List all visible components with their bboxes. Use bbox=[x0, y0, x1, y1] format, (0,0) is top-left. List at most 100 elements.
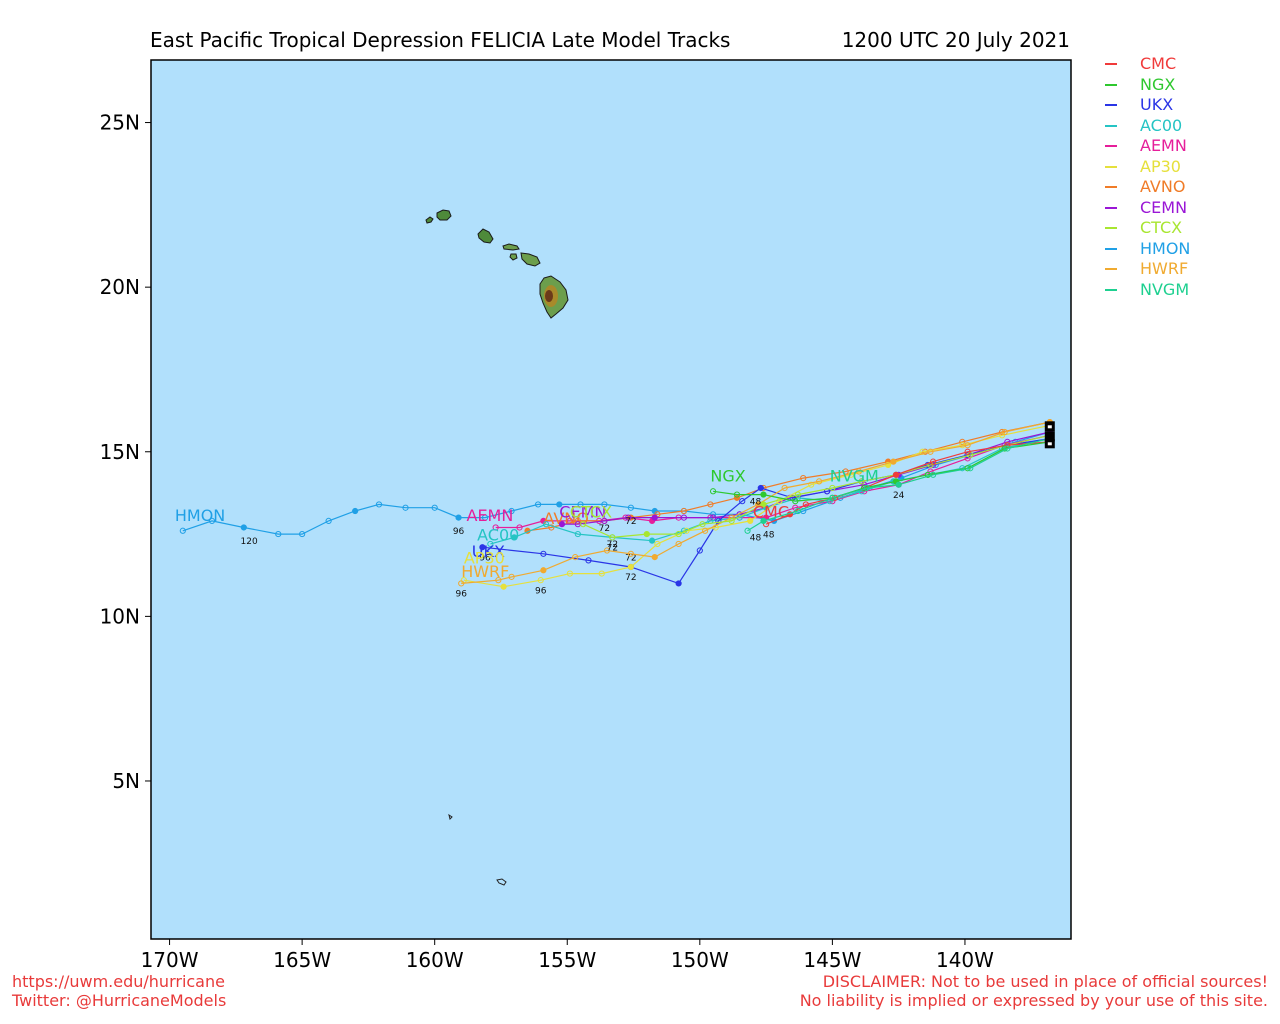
disclaimer-line-2: No liability is implied or expressed by … bbox=[799, 991, 1268, 1010]
track-point bbox=[858, 478, 865, 485]
forecast-hour-label: 72 bbox=[625, 573, 636, 583]
track-point bbox=[707, 501, 714, 508]
footer-twitter: Twitter: @HurricaneModels bbox=[12, 991, 227, 1010]
disclaimer-line-1: DISCLAIMER: Not to be used in place of o… bbox=[822, 972, 1268, 991]
track-point bbox=[566, 570, 574, 577]
track-point bbox=[603, 547, 611, 554]
track-line bbox=[765, 441, 1050, 525]
track-point bbox=[651, 554, 658, 561]
track-point bbox=[683, 527, 690, 534]
legend-swatch bbox=[1105, 63, 1117, 65]
ocean-area bbox=[151, 60, 1071, 939]
track-point bbox=[794, 491, 802, 498]
island-shape bbox=[425, 216, 434, 224]
legend-swatch bbox=[1105, 83, 1117, 86]
legend-swatch bbox=[1105, 206, 1117, 209]
track-point bbox=[842, 468, 849, 475]
track-point bbox=[680, 514, 688, 521]
x-tick-label: 140W bbox=[936, 948, 994, 972]
track-point bbox=[402, 504, 409, 511]
track-point bbox=[967, 465, 974, 472]
track-model-label: AEMN bbox=[467, 506, 514, 525]
footer-url[interactable]: https://uwm.edu/hurricane bbox=[12, 972, 225, 991]
island-shape bbox=[509, 253, 518, 261]
legend-label: UKX bbox=[1140, 95, 1174, 114]
track-line bbox=[747, 438, 1050, 532]
footer-disclaimer: DISCLAIMER: Not to be used in place of o… bbox=[800, 972, 1268, 1010]
forecast-hour-label: 72 bbox=[607, 544, 618, 554]
axis-ticks: 170W 165W 160W 155W 150W 145W 140W 5N 10N 15N 20N 2… bbox=[100, 111, 995, 972]
track-point bbox=[627, 563, 634, 571]
y-tick-label: 10N bbox=[100, 604, 140, 628]
legend-swatch bbox=[1105, 227, 1117, 229]
track-point bbox=[574, 517, 581, 524]
track-point bbox=[643, 530, 650, 538]
track-point bbox=[1001, 428, 1008, 436]
track-point bbox=[558, 521, 566, 528]
track-point bbox=[627, 550, 634, 557]
track-point bbox=[609, 534, 616, 541]
track-point bbox=[540, 567, 547, 574]
track-point bbox=[847, 471, 855, 478]
track-point bbox=[325, 517, 332, 524]
track-point bbox=[728, 517, 735, 524]
track-point bbox=[516, 524, 523, 531]
legend-label: AC00 bbox=[1140, 115, 1183, 135]
track-point bbox=[542, 521, 550, 528]
track-model-label: HWRF bbox=[461, 562, 509, 581]
track-avno[interactable]: AVNO bbox=[524, 419, 1053, 534]
hawaiian-islands bbox=[425, 209, 569, 886]
track-point bbox=[739, 498, 746, 505]
legend-swatch bbox=[1105, 247, 1117, 250]
track-model-label: CTCX bbox=[570, 503, 612, 522]
track-point bbox=[556, 501, 563, 508]
legend-label: NVGM bbox=[1140, 279, 1190, 299]
map-frame bbox=[150, 59, 1072, 940]
track-point bbox=[508, 573, 515, 580]
forecast-hour-label: 96 bbox=[479, 553, 491, 563]
forecast-hour-label: 48 bbox=[750, 497, 762, 507]
track-point bbox=[800, 475, 807, 482]
island-shape bbox=[477, 228, 494, 244]
track-point bbox=[675, 540, 682, 548]
legend-label: AEMN bbox=[1140, 136, 1187, 155]
track-point bbox=[240, 524, 247, 531]
track-point bbox=[792, 498, 799, 505]
track-model-label: UKX bbox=[472, 542, 505, 561]
track-point bbox=[760, 501, 767, 508]
legend-swatch bbox=[1105, 288, 1117, 291]
legend-label: CEMN bbox=[1140, 197, 1188, 217]
forecast-hour-label: 72 bbox=[599, 524, 610, 534]
legend-label: HMON bbox=[1140, 238, 1191, 258]
legend-swatch bbox=[1105, 104, 1117, 106]
track-point bbox=[572, 554, 579, 561]
track-line bbox=[463, 424, 1050, 588]
atoll-shape bbox=[496, 878, 507, 886]
track-nvgm[interactable]: 24 48 NVGM bbox=[744, 435, 1053, 544]
track-point bbox=[627, 504, 634, 511]
track-ngx[interactable]: 48 NGX bbox=[709, 438, 1053, 507]
track-point bbox=[760, 491, 767, 498]
track-point bbox=[930, 471, 937, 478]
legend-label: NGX bbox=[1140, 74, 1176, 94]
track-point bbox=[699, 521, 706, 528]
legend-swatch bbox=[1105, 186, 1117, 188]
track-point bbox=[601, 501, 608, 508]
track-point bbox=[495, 577, 502, 584]
track-model-label: NVGM bbox=[830, 466, 879, 485]
x-tick-label: 150W bbox=[671, 948, 729, 972]
forecast-hour-label: 72 bbox=[625, 553, 636, 563]
legend-label: AP30 bbox=[1140, 156, 1181, 176]
y-tick-label: 15N bbox=[100, 440, 140, 464]
track-point bbox=[744, 527, 751, 534]
footer-credits: https://uwm.edu/hurricane Twitter: @Hurr… bbox=[12, 972, 226, 1010]
track-point bbox=[375, 501, 383, 508]
forecast-hour-label: 120 bbox=[241, 537, 258, 547]
track-point bbox=[577, 501, 584, 508]
x-tick-label: 155W bbox=[538, 948, 596, 972]
track-point bbox=[481, 514, 489, 521]
